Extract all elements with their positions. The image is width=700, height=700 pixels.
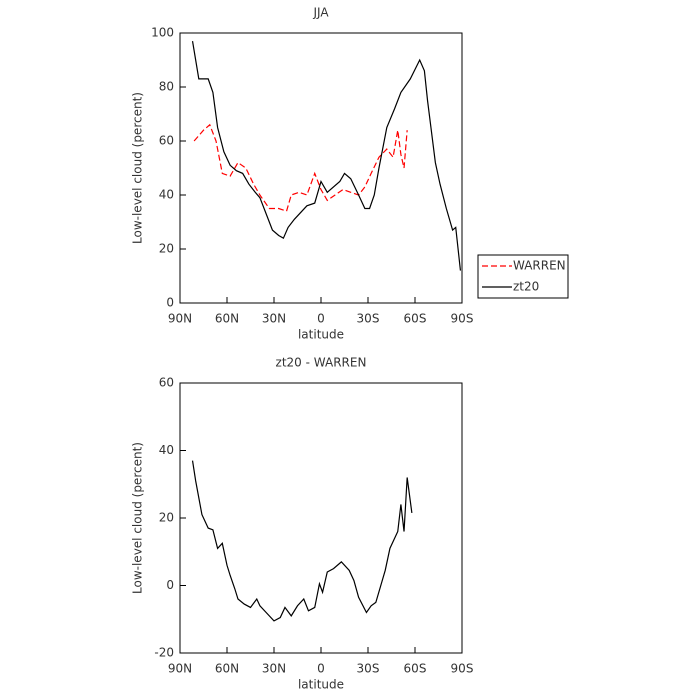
x-tick-label: 30S — [357, 662, 380, 676]
x-tick-label: 60S — [404, 312, 427, 326]
x-tick-label: 60N — [215, 312, 239, 326]
line-series — [193, 123, 408, 212]
y-tick-label: 0 — [166, 296, 174, 310]
y-tick-label: 80 — [159, 80, 174, 94]
line-series — [191, 41, 462, 271]
chart-title: zt20 - WARREN — [276, 356, 367, 370]
x-axis-label: latitude — [298, 328, 344, 342]
y-tick-label: 40 — [159, 443, 174, 457]
x-tick-label: 30S — [357, 312, 380, 326]
line-series — [191, 460, 413, 622]
x-tick-label: 30N — [262, 662, 286, 676]
y-tick-label: 100 — [151, 26, 174, 40]
legend-label: zt20 — [513, 280, 539, 294]
y-tick-label: 20 — [159, 511, 174, 525]
plot-frame — [179, 32, 463, 304]
x-tick-label: 90N — [168, 662, 192, 676]
x-tick-label: 60N — [215, 662, 239, 676]
x-tick-label: 60S — [404, 662, 427, 676]
y-tick-label: 60 — [159, 376, 174, 390]
x-tick-label: 90N — [168, 312, 192, 326]
chart-title: JJA — [312, 6, 329, 20]
y-axis-label: Low-level cloud (percent) — [131, 92, 145, 244]
x-axis-label: latitude — [298, 678, 344, 692]
x-tick-label: 0 — [317, 312, 325, 326]
y-tick-label: 60 — [159, 134, 174, 148]
x-tick-label: 90S — [451, 662, 474, 676]
plot-frame — [179, 382, 463, 654]
x-tick-label: 30N — [262, 312, 286, 326]
y-tick-label: 0 — [166, 578, 174, 592]
y-tick-label: 40 — [159, 188, 174, 202]
y-tick-label: 20 — [159, 242, 174, 256]
y-axis-label: Low-level cloud (percent) — [131, 442, 145, 594]
legend-box — [477, 254, 569, 299]
y-tick-label: -20 — [154, 646, 174, 660]
legend-label: WARREN — [513, 259, 566, 273]
x-tick-label: 90S — [451, 312, 474, 326]
x-tick-label: 0 — [317, 662, 325, 676]
